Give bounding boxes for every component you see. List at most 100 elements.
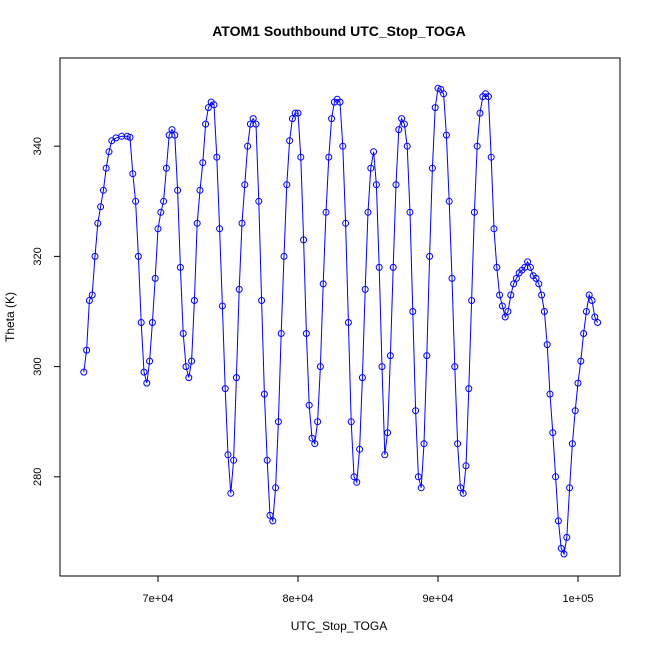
data-point <box>524 258 532 266</box>
data-point <box>350 473 358 481</box>
data-point <box>490 225 498 233</box>
data-point <box>260 390 268 398</box>
data-point <box>102 164 110 172</box>
data-point <box>221 385 229 393</box>
data-point <box>316 363 324 371</box>
data-point <box>129 170 137 178</box>
data-point <box>263 456 271 464</box>
data-point <box>305 401 313 409</box>
data-point <box>512 274 520 282</box>
data-point <box>269 517 277 525</box>
data-point <box>526 263 534 271</box>
data-point <box>325 153 333 161</box>
data-point <box>445 197 453 205</box>
data-point <box>97 203 105 211</box>
data-point <box>496 291 504 299</box>
data-point <box>361 285 369 293</box>
data-point <box>288 115 296 123</box>
y-tick-label: 340 <box>32 137 44 155</box>
data-point <box>162 164 170 172</box>
data-point <box>291 109 299 117</box>
data-point <box>462 462 470 470</box>
data-point <box>255 197 263 205</box>
data-point <box>540 308 548 315</box>
data-point <box>378 363 386 371</box>
data-point <box>190 297 198 304</box>
data-point <box>563 533 571 541</box>
y-axis: 280 300 320 340 <box>32 137 61 486</box>
data-point <box>440 90 448 98</box>
data-point <box>193 219 201 227</box>
data-point <box>160 197 168 205</box>
data-point <box>484 93 492 101</box>
data-point <box>179 330 187 337</box>
data-point <box>532 274 540 282</box>
data-point <box>280 252 288 260</box>
data-point <box>308 434 316 442</box>
data-point <box>148 319 156 326</box>
data-point <box>582 308 590 315</box>
data-point <box>252 120 260 128</box>
data-point <box>210 101 218 109</box>
data-point <box>448 274 456 282</box>
data-point <box>182 363 190 371</box>
data-point <box>420 440 428 448</box>
data-point <box>577 357 585 365</box>
data-point <box>554 517 562 525</box>
data-point <box>302 330 310 337</box>
data-point <box>336 98 344 106</box>
chart-title: ATOM1 Southbound UTC_Stop_TOGA <box>212 23 466 39</box>
data-point <box>571 407 579 415</box>
data-point <box>294 109 302 117</box>
data-point <box>353 478 361 486</box>
data-point <box>202 120 210 128</box>
data-point <box>347 418 355 426</box>
data-point <box>297 153 305 161</box>
data-point <box>423 352 431 360</box>
data-point <box>549 429 557 437</box>
data-point <box>568 440 576 448</box>
data-point <box>238 219 246 227</box>
data-point <box>314 418 322 426</box>
data-point <box>232 374 240 382</box>
data-point <box>157 208 165 216</box>
data-point <box>400 120 408 128</box>
data-point <box>510 280 518 288</box>
data-point <box>218 302 226 310</box>
data-point <box>546 390 554 398</box>
data-point <box>468 297 476 304</box>
data-point <box>557 544 565 552</box>
data-point <box>235 285 243 293</box>
data-point <box>384 429 392 437</box>
data-point <box>398 115 406 123</box>
y-tick-label: 320 <box>32 247 44 265</box>
data-point <box>196 186 204 194</box>
data-point <box>487 153 495 161</box>
data-point <box>174 186 182 194</box>
data-point <box>431 104 439 112</box>
data-point <box>199 159 207 167</box>
data-point <box>364 208 372 216</box>
data-point <box>216 225 224 233</box>
data-point <box>414 473 422 481</box>
x-tick-label: 9e+04 <box>423 593 454 605</box>
data-point <box>426 252 434 260</box>
data-point <box>80 368 88 376</box>
data-point <box>99 186 107 194</box>
data-point <box>322 208 330 216</box>
data-point <box>535 280 543 288</box>
data-point <box>105 148 113 156</box>
y-tick-label: 280 <box>32 468 44 486</box>
data-point <box>504 308 512 315</box>
data-point <box>356 445 364 453</box>
data-point <box>442 131 450 139</box>
data-point <box>507 291 515 299</box>
data-point <box>328 115 336 123</box>
data-point <box>146 357 154 365</box>
data-point <box>188 357 196 365</box>
data-point <box>137 319 145 326</box>
data-point <box>94 219 102 227</box>
y-tick-label: 300 <box>32 357 44 375</box>
data-point <box>367 164 375 172</box>
data-point <box>395 126 403 134</box>
